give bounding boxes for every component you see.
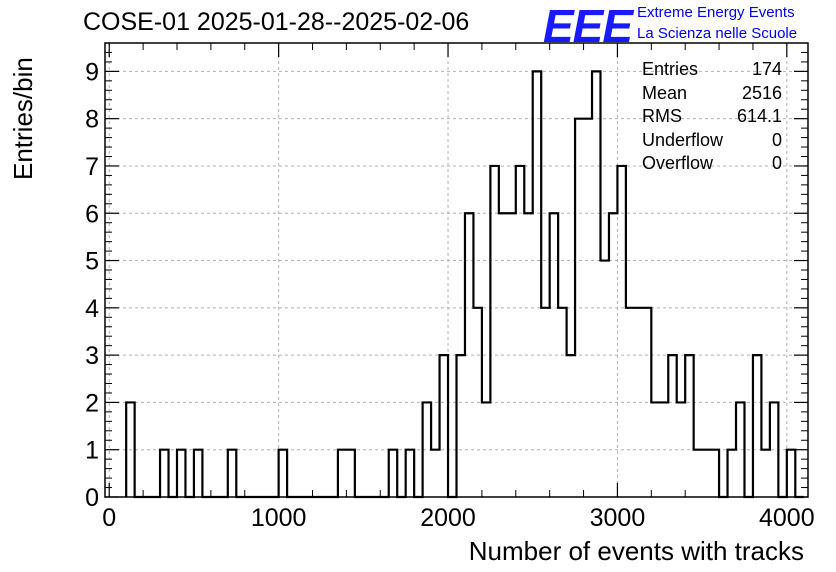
stat-label: Underflow (642, 129, 724, 150)
histogram-bin (728, 450, 736, 497)
histogram-bin (389, 450, 397, 497)
histogram-bin (600, 261, 608, 497)
stat-row-rms: RMS 614.1 (642, 105, 782, 129)
histogram-bin (702, 450, 710, 497)
histogram-bin (440, 355, 448, 497)
stat-label: Entries (642, 59, 699, 79)
stat-value: 174 (751, 59, 782, 79)
histogram-bin (753, 355, 761, 497)
stat-value: 0 (771, 153, 782, 174)
histogram-bin (228, 450, 236, 497)
histogram-bin (694, 450, 702, 497)
histogram-bin (567, 355, 575, 497)
stat-label: Overflow (642, 153, 714, 174)
histogram-layer (125, 70, 804, 499)
histogram-bin (685, 355, 693, 497)
stats-box: Entries 174 Mean 2516 RMS 614.1 Underflo… (642, 58, 782, 176)
eee-logo: EEE Extreme Energy Events La Scienza nel… (540, 0, 830, 52)
chart-title: COSE-01 2025-01-28--2025-02-06 (83, 8, 470, 36)
y-tick-label: 7 (85, 153, 99, 181)
histogram-bin (761, 450, 769, 497)
histogram-bin (617, 166, 625, 497)
stat-value: 614.1 (736, 106, 782, 127)
x-tick-label: 2000 (420, 504, 476, 532)
histogram-bin (431, 450, 439, 497)
y-tick-label: 4 (85, 295, 99, 323)
logo-letters: EEE (543, 0, 633, 52)
histogram-bin (194, 450, 202, 497)
histogram-bin (406, 450, 414, 497)
histogram-bin (490, 166, 498, 497)
y-tick-label: 5 (85, 248, 99, 276)
x-tick-label: 0 (102, 504, 116, 532)
y-tick-label: 9 (85, 58, 99, 86)
x-tick-label: 3000 (590, 504, 646, 532)
histogram-bin (668, 355, 676, 497)
histogram-bin (338, 450, 346, 497)
x-axis-label: Number of events with tracks (468, 536, 804, 566)
stat-label: RMS (642, 106, 682, 127)
stat-row-entries: Entries 174 (642, 58, 782, 82)
y-tick-label: 2 (85, 389, 99, 417)
y-tick-label: 8 (85, 106, 99, 134)
histogram-bin (160, 450, 168, 497)
y-axis-label: Entries/bin (8, 57, 38, 180)
histogram-bin (346, 450, 354, 497)
y-tick-label: 3 (85, 342, 99, 370)
y-tick-label: 6 (85, 200, 99, 228)
histogram-bin (516, 166, 524, 497)
y-tick-label: 0 (85, 484, 99, 512)
logo-line2: La Scienza nelle Scuole (637, 25, 798, 42)
stat-row-underflow: Underflow 0 (642, 129, 782, 153)
stat-row-mean: Mean 2516 (642, 82, 782, 106)
histogram-bin (592, 71, 600, 497)
histogram-bin (533, 71, 541, 497)
histogram-bin (787, 450, 795, 497)
stat-value: 2516 (741, 82, 782, 103)
x-tick-label: 1000 (251, 504, 307, 532)
histogram-bin (279, 450, 287, 497)
histogram-bin (711, 450, 719, 497)
histogram-bin (177, 450, 185, 497)
histogram-outline (125, 70, 804, 499)
logo-line1: Extreme Energy Events (637, 4, 795, 21)
stat-row-overflow: Overflow 0 (642, 152, 782, 176)
x-tick-label: 4000 (759, 504, 815, 532)
stat-label: Mean (642, 82, 688, 103)
axis-layer: 0 1 2 3 4 5 6 7 8 9 0 1000 2000 3000 4000 (85, 42, 815, 532)
y-tick-label: 1 (85, 437, 99, 465)
histogram-bin (457, 355, 465, 497)
stat-value: 0 (771, 129, 782, 150)
